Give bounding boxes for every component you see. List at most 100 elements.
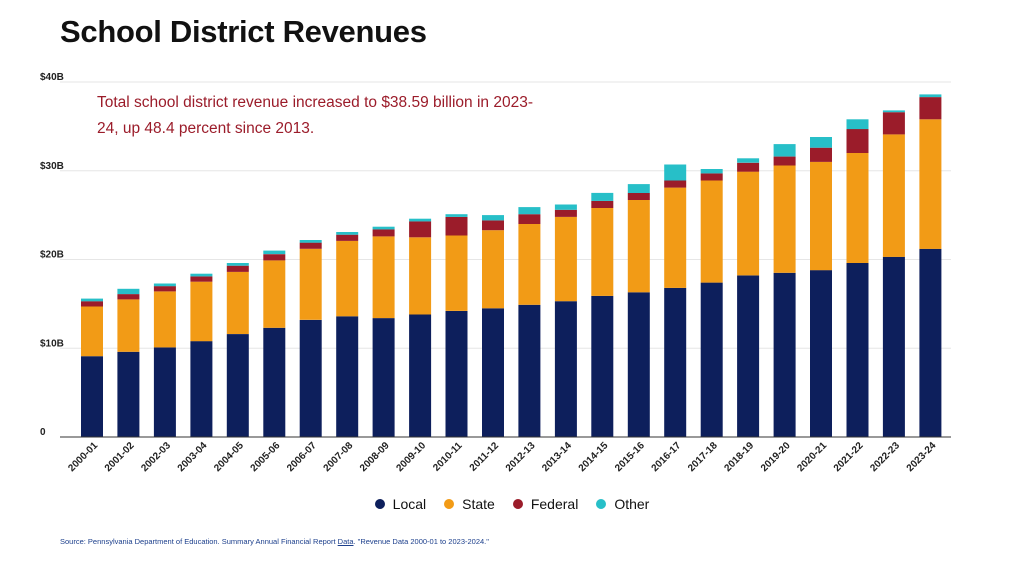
bar-federal-2020-21 (810, 147, 832, 162)
x-tick-label: 2003-04 (176, 440, 210, 474)
bar-local-2016-17 (664, 287, 687, 437)
bar-federal-2003-04 (190, 276, 213, 282)
bar-other-2004-05 (226, 263, 249, 266)
x-tick-label: 2007-08 (322, 440, 356, 474)
bar-federal-2001-02 (117, 294, 140, 300)
source-note: Source: Pennsylvania Department of Educa… (60, 537, 489, 546)
bar-other-2015-16 (627, 184, 650, 193)
x-tick-label: 2006-07 (285, 440, 319, 474)
bar-local-2013-14 (554, 301, 577, 437)
bar-state-2010-11 (445, 235, 468, 311)
bar-local-2015-16 (627, 292, 650, 437)
x-tick-label: 2011-12 (468, 440, 502, 474)
bar-state-2001-02 (117, 299, 140, 352)
bar-local-2002-03 (153, 347, 176, 437)
bars (81, 94, 942, 437)
x-tick-label: 2010-11 (431, 440, 465, 474)
bar-state-2021-22 (846, 153, 869, 263)
legend-item-local: Local (374, 496, 426, 512)
x-tick-label: 2013-14 (540, 440, 574, 474)
legend-item-federal: Federal (512, 496, 579, 512)
bar-state-2007-08 (336, 240, 359, 317)
bar-state-2015-16 (627, 200, 650, 293)
bar-local-2009-10 (409, 314, 432, 437)
x-tick-label: 2008-09 (358, 440, 392, 474)
bar-local-2003-04 (190, 341, 213, 437)
x-tick-label: 2002-03 (139, 440, 173, 474)
bar-other-2022-23 (882, 110, 905, 113)
x-tick-label: 2021-22 (832, 440, 866, 474)
bar-federal-2010-11 (445, 216, 468, 236)
bar-federal-2012-13 (518, 214, 541, 224)
bar-state-2004-05 (226, 271, 249, 334)
bar-federal-2016-17 (664, 180, 687, 188)
x-tick-label: 2012-13 (504, 440, 538, 474)
x-tick-label: 2019-20 (759, 440, 793, 474)
x-tick-label: 2016-17 (650, 440, 684, 474)
bar-local-2011-12 (482, 308, 504, 437)
x-tick-label: 2022-23 (868, 440, 902, 474)
bar-federal-2023-24 (919, 97, 942, 120)
x-tick-label: 2009-10 (394, 440, 428, 474)
bar-local-2001-02 (117, 351, 140, 437)
bar-other-2006-07 (299, 240, 322, 243)
bar-federal-2004-05 (226, 265, 249, 272)
bar-other-2013-14 (554, 204, 577, 210)
source-data-link[interactable]: Data (337, 537, 354, 546)
bar-other-2003-04 (190, 273, 213, 277)
bar-local-2017-18 (700, 282, 723, 437)
y-tick-label: $30B (40, 161, 64, 172)
bar-other-2020-21 (810, 137, 832, 148)
bar-local-2019-20 (773, 272, 796, 437)
x-tick-label: 2004-05 (212, 440, 246, 474)
legend-label-other: Other (614, 496, 650, 512)
bar-other-2019-20 (773, 144, 796, 157)
bar-federal-2013-14 (554, 209, 577, 217)
bar-other-2007-08 (336, 232, 359, 235)
legend-swatch-local (374, 499, 385, 509)
source-prefix: Source: Pennsylvania Department of Educa… (60, 537, 338, 546)
bar-state-2000-01 (81, 306, 103, 357)
bar-state-2006-07 (299, 248, 322, 320)
x-tick-label: 2001-02 (103, 440, 137, 474)
x-tick-label: 2005-06 (249, 440, 283, 474)
bar-local-2000-01 (81, 356, 103, 437)
x-axis-labels: 2000-01 2001-02 2002-03 2003-04 2004-05 2005-… (66, 440, 938, 474)
bar-federal-2017-18 (700, 173, 723, 181)
bar-other-2001-02 (117, 288, 140, 295)
bar-other-2017-18 (700, 169, 723, 174)
bar-state-2019-20 (773, 165, 796, 273)
bar-other-2002-03 (153, 283, 176, 287)
legend: Local State Federal Other (0, 496, 1024, 512)
bar-other-2008-09 (372, 226, 395, 230)
bar-local-2010-11 (445, 311, 468, 437)
chart-annotation: Total school district revenue increased … (97, 94, 533, 137)
x-tick-label: 2014-15 (577, 440, 611, 474)
x-tick-label: 2018-19 (722, 440, 756, 474)
bar-local-2005-06 (263, 327, 286, 437)
bar-state-2008-09 (372, 236, 395, 319)
bar-state-2014-15 (591, 208, 614, 296)
x-tick-label: 2017-18 (686, 440, 720, 474)
bar-federal-2015-16 (627, 192, 650, 200)
bar-federal-2008-09 (372, 229, 395, 237)
legend-item-other: Other (596, 496, 649, 512)
y-tick-label: $20B (40, 250, 64, 261)
bar-federal-2021-22 (846, 129, 869, 153)
bar-federal-2002-03 (153, 286, 176, 292)
bar-state-2002-03 (153, 291, 176, 348)
bar-other-2018-19 (737, 158, 760, 163)
x-tick-label: 2015-16 (613, 440, 647, 474)
bar-other-2009-10 (409, 218, 432, 222)
bar-state-2017-18 (700, 180, 723, 283)
bar-state-2012-13 (518, 224, 541, 305)
legend-label-federal: Federal (530, 496, 579, 512)
y-tick-label: $40B (40, 72, 64, 83)
x-tick-label: 2000-01 (66, 440, 100, 474)
bar-state-2005-06 (263, 260, 286, 328)
y-tick-label: 0 (40, 427, 46, 438)
legend-swatch-state (444, 499, 455, 509)
bar-federal-2007-08 (336, 234, 359, 241)
bar-other-2016-17 (664, 164, 687, 181)
